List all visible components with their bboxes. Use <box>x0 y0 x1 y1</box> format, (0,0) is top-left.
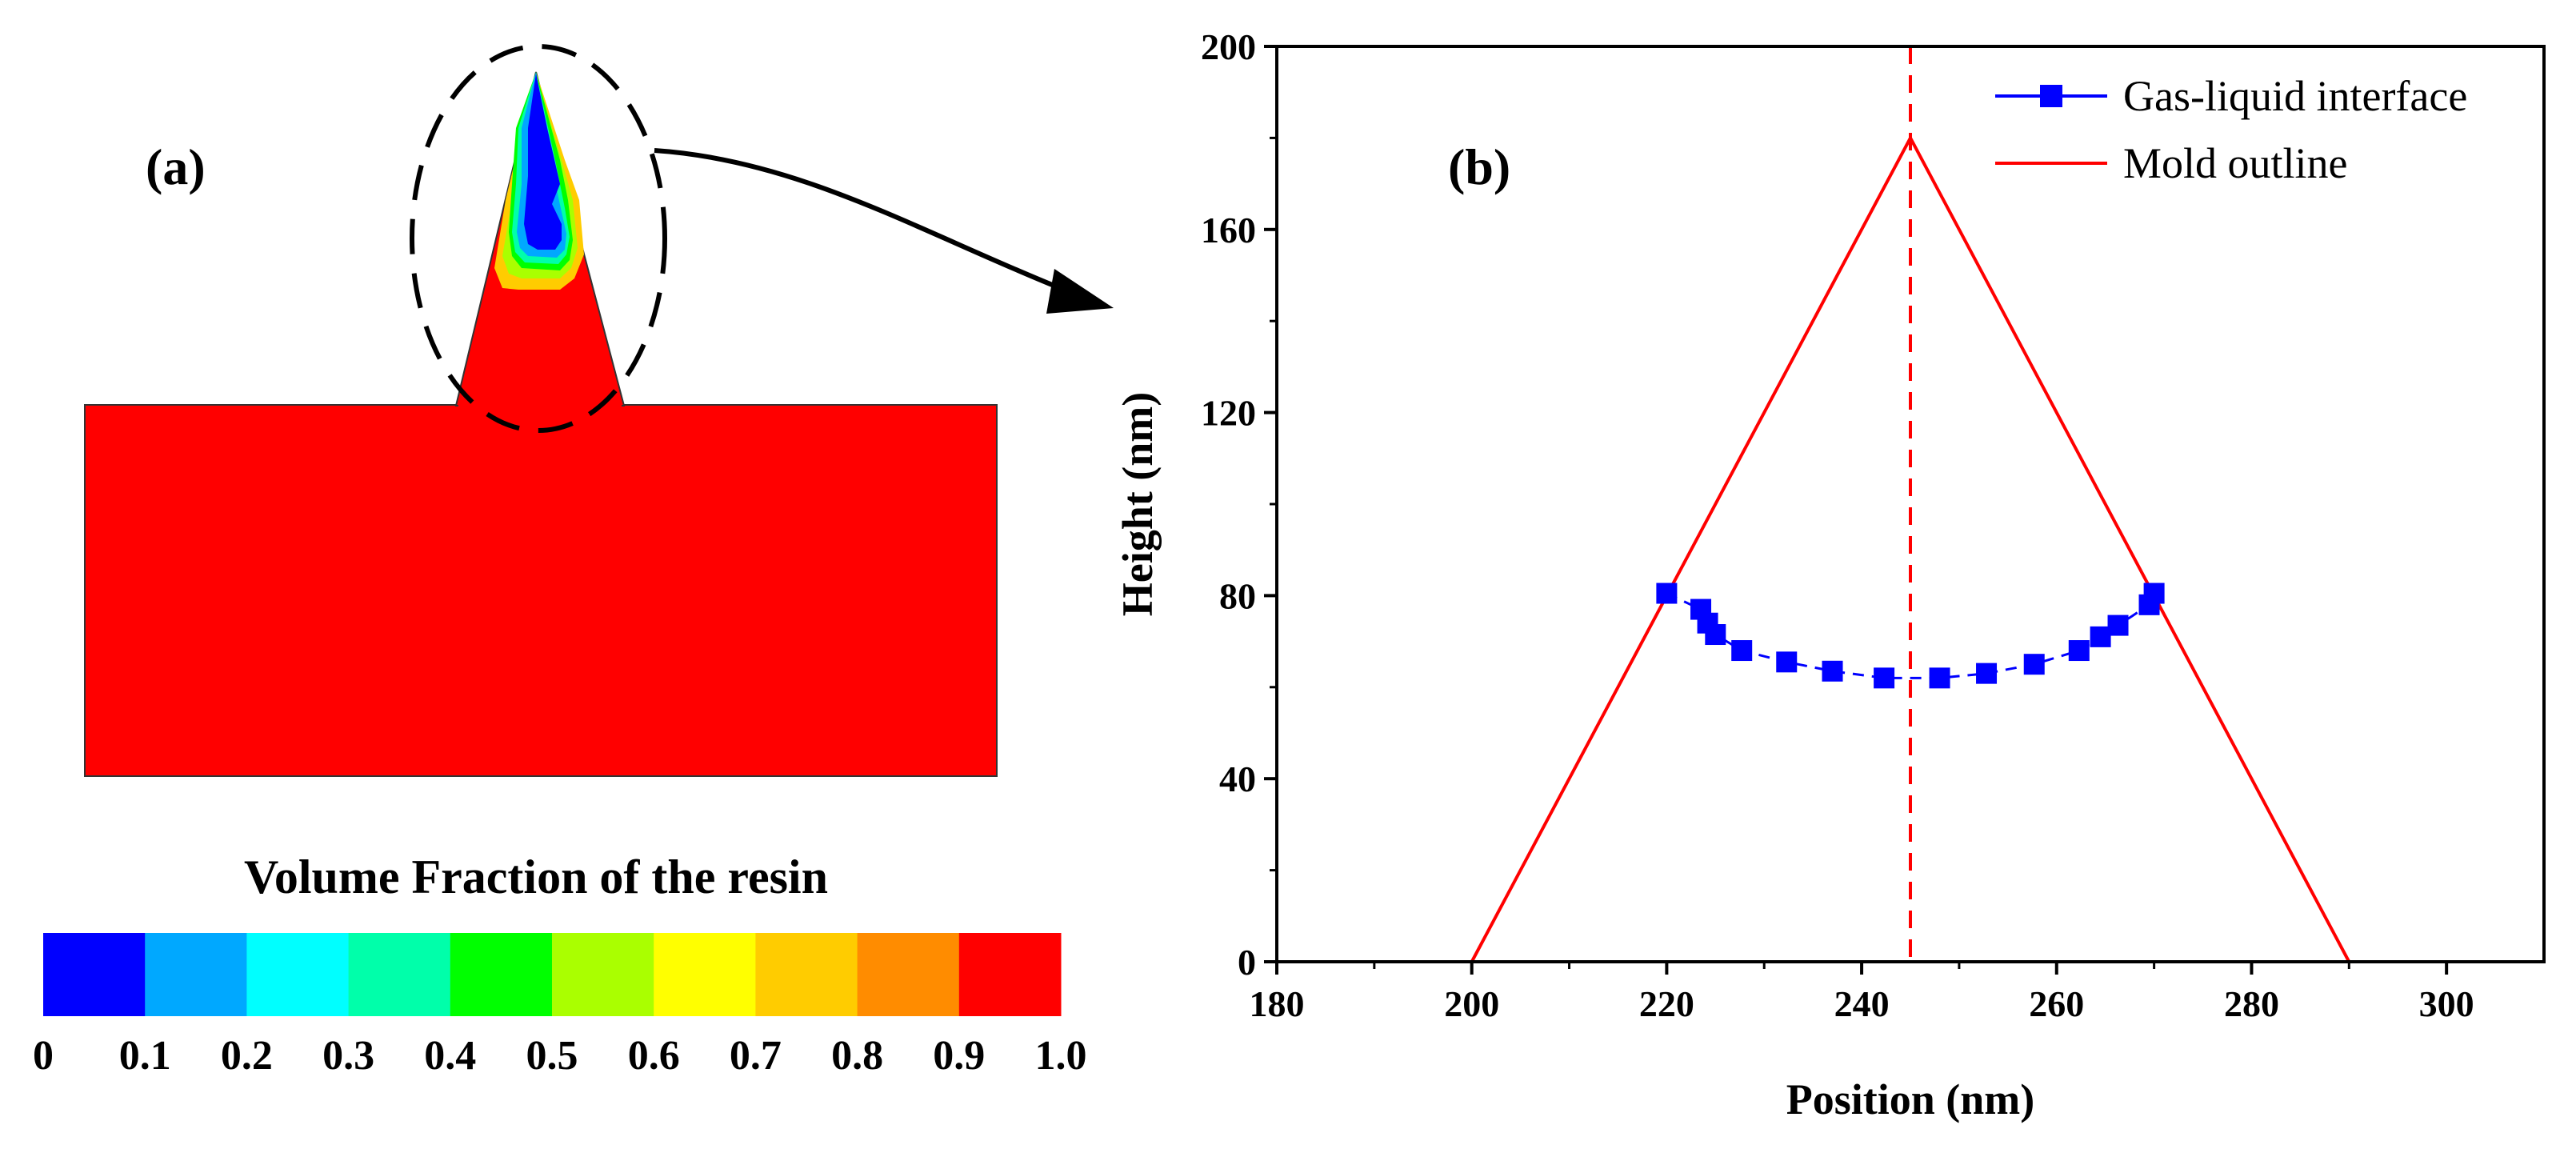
colorbar <box>43 933 1062 1016</box>
x-tick-label: 240 <box>1834 983 1890 1024</box>
interface-point <box>2143 583 2165 604</box>
mold-outline-line <box>1470 134 2351 963</box>
interface-point <box>1822 660 1843 682</box>
colorbar-ticks: 0 0.1 0.2 0.3 0.4 0.5 0.6 0.7 0.8 0.9 1.0 <box>33 1033 1087 1079</box>
panel-a: (a) Volume Fraction of the resin 0 0.1 0.2… <box>33 44 1114 1079</box>
colorbar-title: Volume Fraction of the resin <box>244 851 828 903</box>
interface-point <box>2023 654 2045 675</box>
interface-point <box>1929 667 1950 689</box>
interface-point <box>2107 615 2129 636</box>
colorbar-swatch <box>552 933 654 1016</box>
y-tick-label: 160 <box>1201 210 1256 250</box>
cavity-seam <box>458 402 622 407</box>
panel-a-label: (a) <box>146 138 206 195</box>
y-tick-label: 40 <box>1219 759 1256 799</box>
gas-region <box>524 74 562 250</box>
zoom-arrowhead <box>1046 269 1114 314</box>
panel-b: (b) 180 200 220 240 260 280 30004080120160200 … <box>1114 26 2546 1123</box>
x-tick-label: 200 <box>1444 983 1499 1024</box>
legend-label-mold: Mold outline <box>2123 139 2348 187</box>
interface-point <box>1776 651 1798 673</box>
x-axis-title: Position (nm) <box>1786 1075 2035 1123</box>
y-axis-title: Height (nm) <box>1114 392 1162 616</box>
colorbar-swatch <box>654 933 756 1016</box>
colorbar-swatch <box>755 933 858 1016</box>
colorbar-tick-label: 0.5 <box>526 1033 578 1079</box>
interface-point <box>1731 640 1753 662</box>
colorbar-swatch <box>246 933 350 1016</box>
colorbar-tick-label: 0.4 <box>424 1033 476 1079</box>
colorbar-tick-label: 0.6 <box>628 1033 680 1079</box>
y-tick-label: 80 <box>1219 575 1256 616</box>
colorbar-tick-label: 1.0 <box>1035 1033 1087 1079</box>
colorbar-tick-label: 0.1 <box>119 1033 171 1079</box>
colorbar-tick-label: 0.7 <box>730 1033 782 1079</box>
x-tick-label: 180 <box>1250 983 1305 1024</box>
colorbar-swatch <box>145 933 247 1016</box>
zoom-arrow <box>654 148 1066 292</box>
interface-point <box>1874 667 1895 689</box>
y-tick-label: 200 <box>1201 26 1256 67</box>
interface-point <box>2090 626 2111 647</box>
interface-point <box>2068 640 2090 662</box>
axes: 180 200 220 240 260 280 300 0 40 80 120 160 200 <box>1201 26 2546 1024</box>
colorbar-swatch <box>348 933 451 1016</box>
resin-substrate <box>84 404 998 777</box>
x-tick-label: 280 <box>2224 983 2279 1024</box>
interface-point <box>1705 624 1726 646</box>
x-tick-label: 220 <box>1639 983 1694 1024</box>
panel-b-label: (b) <box>1448 138 1510 195</box>
colorbar-tick-label: 0.8 <box>831 1033 883 1079</box>
colorbar-tick-label: 0.2 <box>221 1033 273 1079</box>
legend: Gas-liquid interface Mold outline <box>1995 72 2467 187</box>
legend-marker-interface <box>2040 85 2062 107</box>
interface-point <box>1976 663 1998 684</box>
colorbar-tick-label: 0 <box>33 1033 54 1079</box>
zoom-ellipse <box>410 44 667 433</box>
colorbar-swatch <box>958 933 1062 1016</box>
legend-label-interface: Gas-liquid interface <box>2123 72 2467 120</box>
colorbar-tick-label: 0.3 <box>322 1033 374 1079</box>
x-tick-label: 260 <box>2029 983 2084 1024</box>
interface-point <box>1656 583 1678 604</box>
plot-marks <box>1470 46 2351 963</box>
colorbar-swatch <box>857 933 960 1016</box>
x-tick-label: 300 <box>2419 983 2474 1024</box>
colorbar-swatch <box>450 933 553 1016</box>
y-tick-label: 0 <box>1238 942 1256 983</box>
colorbar-swatch <box>43 933 146 1016</box>
colorbar-tick-label: 0.9 <box>933 1033 985 1079</box>
y-tick-label: 120 <box>1201 393 1256 434</box>
